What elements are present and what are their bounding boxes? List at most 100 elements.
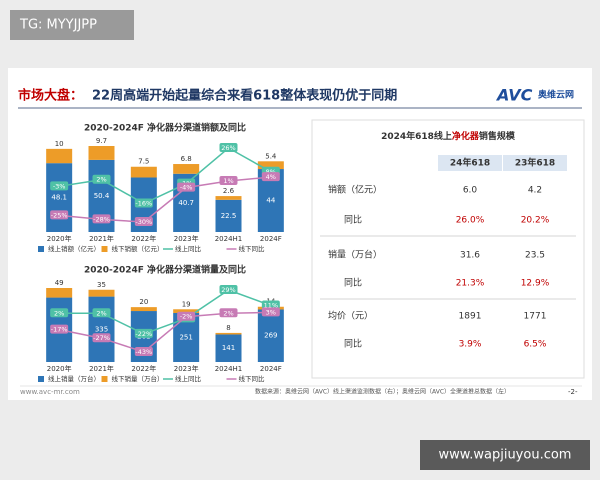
x-tick-label: 2023年 (174, 364, 199, 373)
table-title: 2024年618线上净化器销售规模 (381, 130, 516, 142)
line-label: 29% (221, 286, 235, 294)
cell: 12.9% (521, 279, 550, 289)
line-label-bg (261, 172, 280, 182)
bar-label: 48.1 (51, 194, 67, 202)
legend-label: 线上同比 (175, 374, 202, 383)
bar-label: 40.7 (178, 199, 194, 207)
x-tick-label: 2022年 (131, 234, 156, 243)
line-label-bg (50, 210, 69, 220)
bar (46, 148, 73, 164)
cell: 6.0 (463, 186, 478, 196)
footer-source: 数据来源：奥维云网（AVC）线上渠道监测数据（右）；奥维云网（AVC）全渠道推总… (255, 388, 510, 396)
bar (130, 166, 157, 178)
badge: TG: MYYJJPP (19, 18, 97, 33)
bar (257, 309, 284, 362)
bar-label: 35 (97, 281, 106, 289)
bar-label: 6.8 (181, 155, 192, 163)
bar-label: 7.5 (138, 158, 149, 166)
x-tick-label: 2024F (260, 365, 282, 373)
line-label-bg (134, 347, 153, 356)
cell: 3.9% (459, 340, 482, 350)
bar-label: 19 (182, 300, 191, 308)
bar-label: 8 (226, 324, 230, 332)
bar (215, 199, 242, 232)
line-label-bg (177, 182, 196, 192)
x-tick-label: 2020年 (47, 234, 72, 243)
bar (173, 164, 200, 174)
bar (88, 289, 115, 297)
column-header-bg (438, 155, 502, 171)
line-label: -43% (135, 348, 152, 356)
bar-label: 5.4 (265, 152, 277, 160)
legend-swatch (101, 246, 108, 252)
line-label: -4% (180, 184, 193, 192)
slide-title: 22周高端开始起量综合来看618整体表现仍优于同期 (92, 88, 397, 104)
row-label: 同比 (344, 277, 362, 289)
line-label-bg (134, 217, 153, 226)
x-tick-label: 2021年 (89, 234, 114, 243)
cell: 1771 (524, 312, 547, 322)
logo: AVC (495, 86, 533, 105)
bar (88, 296, 115, 362)
line-label-bg (261, 307, 280, 317)
bar (215, 332, 242, 335)
page-number: -2- (568, 388, 578, 396)
row-label: 销量（万台） (328, 249, 382, 261)
x-tick-label: 2022年 (131, 364, 156, 373)
line-label: 8% (266, 168, 276, 176)
title-prefix: 市场大盘： (18, 88, 83, 104)
legend-label: 线下同比 (239, 244, 266, 253)
line-label: 2% (223, 309, 233, 317)
line-label-bg (92, 174, 111, 184)
line-label: 4% (266, 173, 276, 181)
bar (215, 334, 242, 362)
line-label-bg (92, 308, 111, 318)
line-label: -16% (135, 200, 152, 208)
bar (130, 307, 157, 312)
line-label: -17% (51, 326, 68, 334)
line-label-bg (92, 214, 111, 224)
column-header-bg (503, 155, 567, 171)
x-tick-label: 2023年 (174, 234, 199, 243)
bar (46, 288, 73, 298)
bar (257, 161, 284, 170)
legend-swatch (101, 376, 108, 382)
line-label: 11% (264, 302, 278, 310)
bar-label: 44 (266, 197, 275, 205)
legend-label: 线上销额（亿元） (48, 244, 100, 253)
row-label: 同比 (344, 214, 362, 226)
bar-label: 2.6 (223, 187, 235, 195)
table-title-c: 销售规模 (479, 130, 516, 142)
cell: 21.3% (456, 279, 485, 289)
line-label: 26% (221, 144, 235, 152)
line-label-bg (219, 308, 238, 318)
line-label: 3% (266, 308, 276, 316)
watermark: www.wapjiuyou.com (439, 448, 572, 463)
legend-label: 线上销量（万台） (48, 374, 100, 383)
legend-label: 线下销额（亿元） (112, 244, 164, 253)
bar-label: 49 (55, 279, 64, 287)
row-label: 均价（元） (328, 310, 373, 322)
cell: 4.2 (528, 186, 542, 196)
line-label-bg (261, 300, 280, 310)
legend-label: 线上同比 (175, 244, 202, 253)
row-label: 同比 (344, 338, 362, 350)
line-label: 2% (96, 176, 106, 184)
legend-label: 线下销量（万台） (112, 374, 164, 383)
line-label-bg (50, 308, 69, 318)
line-label: 1% (223, 177, 233, 185)
line-label-bg (219, 176, 238, 186)
bar-label: 20 (139, 298, 148, 306)
cell: 26.0% (456, 216, 485, 226)
badge-bg (10, 10, 134, 40)
bar (88, 146, 115, 160)
row-label: 销额（亿元） (328, 184, 382, 196)
cell: 6.5% (524, 340, 547, 350)
logo-text: 奥维云网 (537, 89, 574, 101)
bar-label: 9.7 (96, 137, 107, 145)
cell: 23.5 (525, 251, 545, 261)
bar-label: 335 (95, 325, 108, 333)
x-tick-label: 2021年 (89, 364, 114, 373)
legend-label: 线下同比 (239, 374, 266, 383)
